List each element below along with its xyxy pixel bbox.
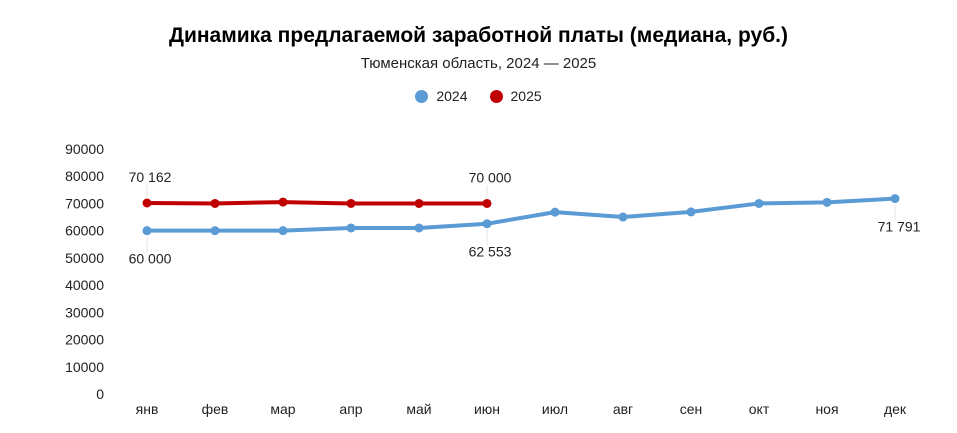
legend-label-2025: 2025 bbox=[510, 88, 542, 104]
y-tick-label: 70000 bbox=[65, 195, 104, 211]
chart-subtitle: Тюменская область, 2024 — 2025 bbox=[360, 55, 597, 72]
data-label: 70 162 bbox=[129, 169, 172, 185]
x-tick-label: дек bbox=[884, 401, 907, 417]
y-tick-label: 10000 bbox=[65, 359, 104, 375]
legend: 2024 2025 bbox=[0, 88, 957, 104]
y-tick-label: 60000 bbox=[65, 223, 104, 239]
y-tick-label: 40000 bbox=[65, 277, 104, 293]
data-point-2025 bbox=[482, 198, 492, 208]
legend-item-2024[interactable]: 2024 bbox=[415, 88, 468, 104]
data-point-2025 bbox=[210, 198, 220, 208]
data-point-2024 bbox=[414, 223, 424, 233]
chart-title: Динамика предлагаемой заработной платы (… bbox=[168, 24, 788, 47]
legend-label-2024: 2024 bbox=[436, 88, 468, 104]
data-point-2024 bbox=[142, 226, 152, 236]
x-tick-label: янв bbox=[136, 401, 159, 417]
x-tick-label: апр bbox=[339, 401, 362, 417]
y-tick-label: 0 bbox=[96, 386, 104, 402]
data-point-2024 bbox=[686, 207, 696, 217]
legend-marker-2025 bbox=[489, 89, 503, 103]
y-tick-label: 90000 bbox=[65, 141, 104, 157]
x-tick-label: ноя bbox=[815, 401, 838, 417]
series-line-2024 bbox=[147, 196, 896, 233]
legend-marker-2024 bbox=[415, 89, 429, 103]
x-tick-label: июн bbox=[474, 401, 500, 417]
data-point-2024 bbox=[550, 207, 560, 217]
data-label: 70 000 bbox=[469, 169, 512, 185]
y-tick-label: 50000 bbox=[65, 250, 104, 266]
data-point-2025 bbox=[278, 197, 288, 207]
data-point-2025 bbox=[414, 198, 424, 208]
x-tick-label: июл bbox=[542, 401, 568, 417]
data-label: 60 000 bbox=[129, 251, 172, 267]
data-point-2024 bbox=[822, 197, 832, 207]
data-point-2024 bbox=[278, 226, 288, 236]
data-point-2025 bbox=[346, 198, 356, 208]
x-tick-label: сен bbox=[680, 401, 703, 417]
x-tick-label: май bbox=[406, 401, 431, 417]
data-label: 62 553 bbox=[469, 244, 512, 260]
y-tick-label: 80000 bbox=[65, 168, 104, 184]
data-point-2025 bbox=[142, 198, 152, 208]
data-point-2024 bbox=[482, 219, 492, 229]
data-point-2024 bbox=[618, 212, 628, 222]
data-point-2024 bbox=[890, 194, 900, 204]
y-tick-label: 20000 bbox=[65, 332, 104, 348]
data-point-2024 bbox=[754, 198, 764, 208]
x-tick-label: окт bbox=[749, 401, 770, 417]
data-point-2024 bbox=[346, 223, 356, 233]
legend-item-2025[interactable]: 2025 bbox=[489, 88, 542, 104]
x-tick-label: фев bbox=[202, 401, 229, 417]
x-tick-label: авг bbox=[613, 401, 633, 417]
data-point-2024 bbox=[210, 226, 220, 236]
y-tick-label: 30000 bbox=[65, 304, 104, 320]
data-label: 71 791 bbox=[878, 219, 921, 235]
x-tick-label: мар bbox=[270, 401, 295, 417]
series-line-2025 bbox=[146, 200, 487, 206]
